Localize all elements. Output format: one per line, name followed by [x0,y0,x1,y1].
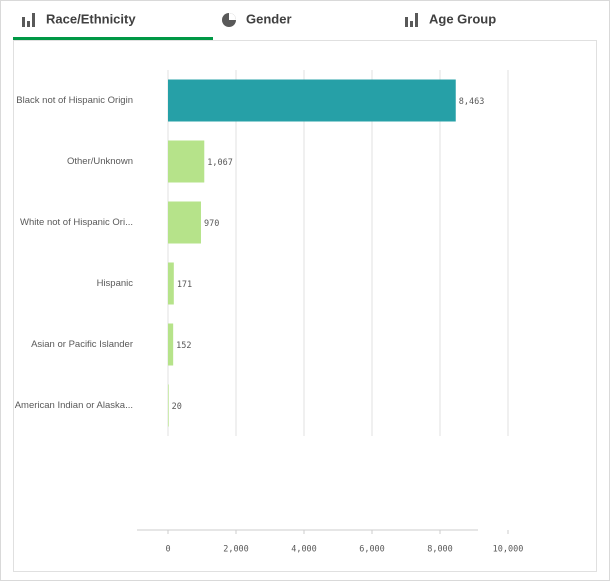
x-tick-label: 0 [165,545,170,555]
x-tick-label: 8,000 [427,545,453,555]
bar [168,201,201,244]
tab-label: Gender [246,11,292,26]
y-tick-label: Asian or Pacific Islander [31,339,133,350]
bar [168,384,169,427]
x-tick-label: 4,000 [291,545,317,555]
y-tick-label: Black not of Hispanic Origin [16,95,133,106]
tab-icon [27,21,30,27]
y-tick-label: American Indian or Alaska... [15,400,133,411]
y-tick-label: Other/Unknown [67,156,133,167]
tab[interactable]: Race/Ethnicity [22,11,136,27]
tab-label: Age Group [429,11,496,26]
bar [168,140,205,183]
bar [168,323,174,366]
y-tick-label: Hispanic [97,278,134,289]
value-label: 1,067 [207,158,233,168]
value-label: 152 [176,341,191,351]
value-label: 171 [177,280,192,290]
bar [168,262,174,305]
x-tick-label: 2,000 [223,545,249,555]
tab[interactable]: Gender [222,11,292,27]
tab-icon [405,17,408,27]
x-tick-label: 6,000 [359,545,385,555]
tab-underline [13,37,213,40]
tab-icon [415,13,418,27]
chart-panel [13,40,597,572]
value-label: 970 [204,219,219,229]
tab-icon [229,13,236,20]
tab-icon [32,13,35,27]
x-tick-label: 10,000 [493,545,524,555]
value-label: 20 [172,402,182,412]
bar [168,79,456,122]
tab-icon [410,21,413,27]
tab-icon [22,17,25,27]
value-label: 8,463 [459,97,485,107]
tab-label: Race/Ethnicity [46,11,136,26]
y-tick-label: White not of Hispanic Ori... [20,217,133,228]
tab[interactable]: Age Group [405,11,496,27]
